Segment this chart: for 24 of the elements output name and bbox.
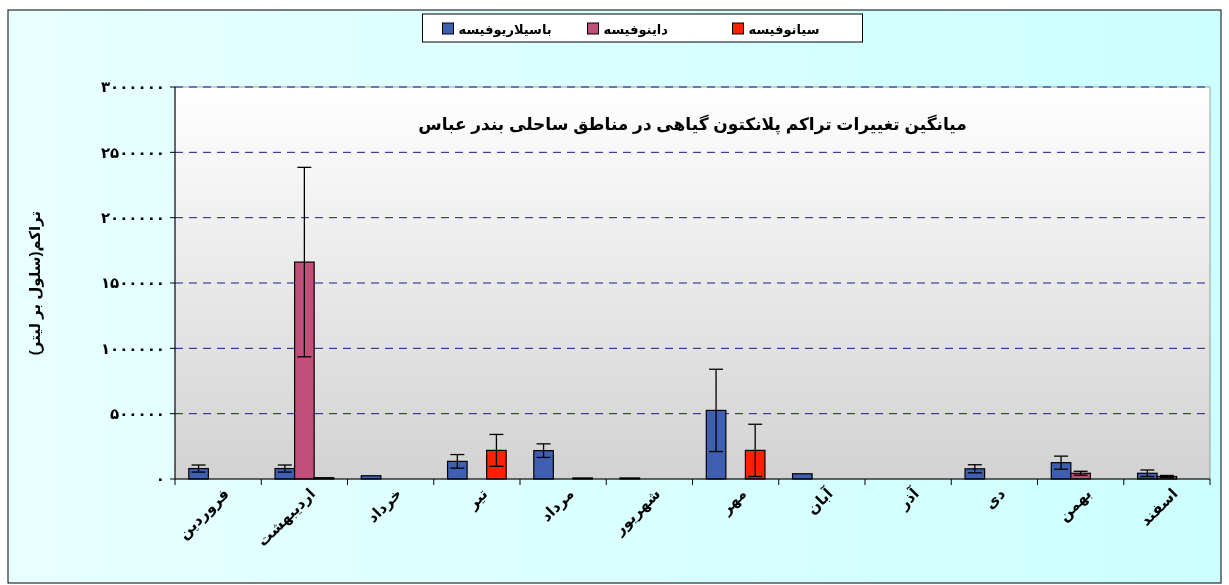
- y-tick-label: ۲۵۰۰۰۰۰: [100, 143, 165, 161]
- y-tick-label: ۵۰۰۰۰۰: [110, 404, 165, 422]
- y-tick-label: ۱۰۰۰۰۰۰: [100, 339, 165, 357]
- x-tick-label: مهر: [716, 484, 751, 519]
- x-tick-label: فروردین: [174, 484, 233, 543]
- legend-label: باسیلاریوفیسه: [458, 21, 552, 37]
- y-tick-label: ۳۰۰۰۰۰۰: [100, 78, 165, 96]
- x-tick-label: تیر: [463, 484, 492, 514]
- text: میانگین تغییرات تراکم پلانکتون گیاهی در مناطق ساحلی بندر عباس: [418, 114, 967, 135]
- y-tick-label: ۰: [155, 470, 165, 488]
- x-tick-label: مرداد: [537, 484, 578, 526]
- y-tick-label: ۱۵۰۰۰۰۰: [100, 274, 165, 292]
- legend-label: سیانوفیسه: [748, 21, 820, 37]
- x-tick-label: خرداد: [363, 484, 406, 527]
- x-tick-label: دی: [981, 484, 1009, 512]
- x-tick-label: اردیبهشت: [253, 484, 319, 551]
- x-tick-label: آذر: [894, 484, 924, 514]
- y-tick-label: ۲۰۰۰۰۰۰: [100, 208, 165, 226]
- x-tick-label: شهریور: [609, 484, 664, 540]
- x-tick-label: بهمن: [1054, 484, 1096, 526]
- y-axis-title: تراکم(سلول بر لیتر): [26, 210, 44, 356]
- legend-label: داینوفیسه: [603, 21, 669, 37]
- x-tick-label: آبان: [803, 484, 837, 518]
- x-tick-label: اسفند: [1136, 484, 1181, 529]
